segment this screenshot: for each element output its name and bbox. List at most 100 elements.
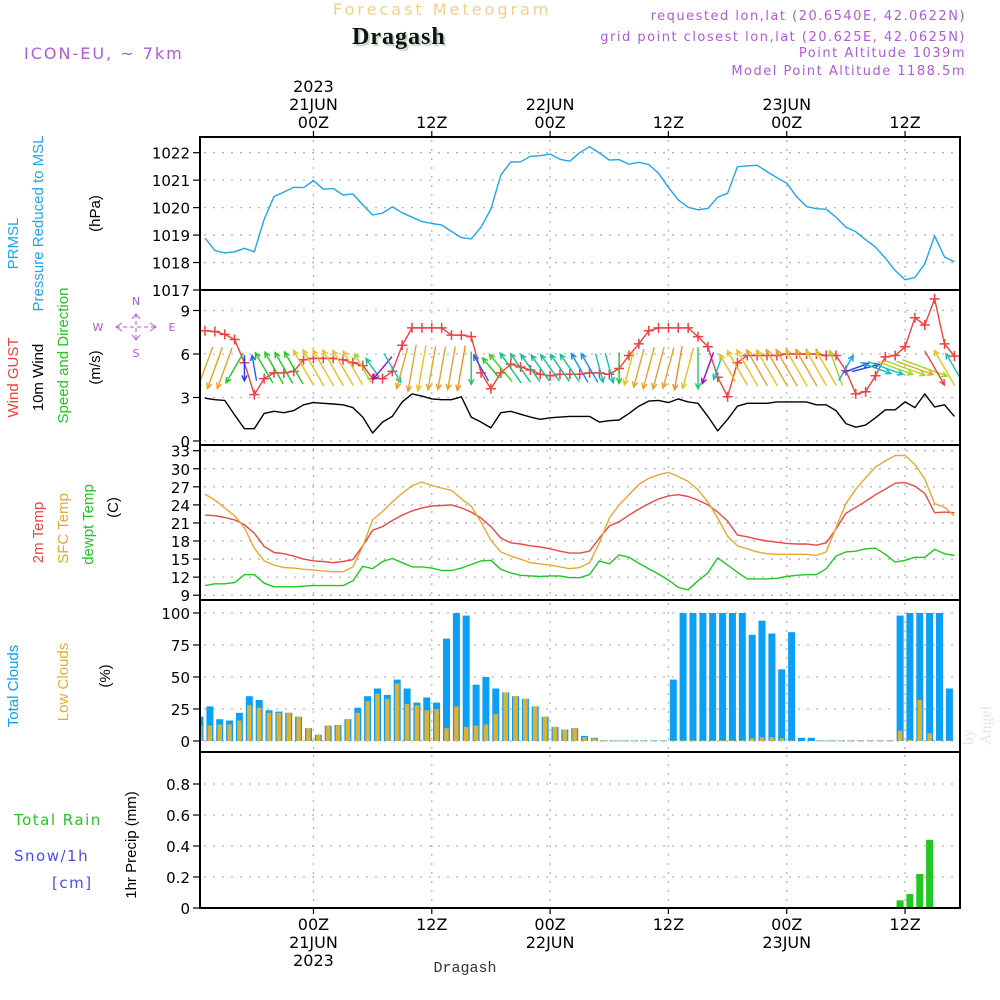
y-tick-label: 50: [171, 669, 190, 687]
x-tick-label-bottom: 23JUN: [762, 933, 811, 952]
wind-arrow-icon: [933, 349, 956, 386]
bar-low-clouds: [789, 740, 794, 742]
bar-low-clouds: [680, 740, 686, 742]
unit-label: (hPa): [87, 195, 104, 232]
y-tick-label: 0.4: [166, 838, 190, 856]
gust-marker: [673, 322, 684, 333]
wind-arrow-icon: [785, 348, 808, 387]
wind-arrow-icon: [712, 356, 723, 381]
y-tick-label: 0.6: [166, 807, 190, 825]
bar-total-clouds: [728, 613, 736, 741]
gust-marker: [446, 330, 457, 341]
wind-arrow-icon: [877, 360, 915, 376]
bar-low-clouds: [523, 698, 528, 741]
bar-total-clouds: [896, 615, 904, 741]
bar-low-clouds: [720, 740, 725, 742]
gust-marker: [219, 329, 230, 340]
wind-compass-icon: N S W E: [93, 295, 176, 360]
gust-marker: [919, 320, 930, 330]
wind-arrow-icon: [694, 347, 702, 391]
unit-label: (m/s): [87, 350, 104, 384]
panel-pressure: 1017 1018 1019 1020 1021 1022 PRMSL Pressure Re…: [5, 136, 961, 311]
gust-marker: [456, 330, 467, 341]
bar-low-clouds: [434, 709, 439, 741]
gust-marker: [397, 340, 408, 351]
gust-marker: [229, 334, 240, 345]
wind-arrow-icon: [604, 353, 615, 385]
bar-total-clouds: [452, 613, 460, 741]
gust-marker: [939, 338, 950, 349]
bar-low-clouds: [247, 705, 252, 741]
bar-low-clouds: [700, 740, 706, 742]
axis-label-low-clouds: Low Clouds: [55, 643, 72, 721]
wind-arrow-icon: [559, 353, 580, 383]
bar-low-clouds: [947, 740, 952, 742]
wind-arrow-icon: [549, 353, 570, 382]
axis-label-gust: Wind GUST: [5, 337, 22, 417]
bar-low-clouds: [385, 698, 390, 741]
bar-low-clouds: [818, 740, 824, 742]
bar-total-clouds: [916, 613, 924, 741]
bar-low-clouds: [621, 740, 627, 742]
bar-low-clouds: [690, 740, 696, 742]
x-tick-label-bottom: 00Z: [298, 915, 329, 934]
wind-arrow-icon: [530, 353, 550, 382]
wind-arrow-icon: [312, 348, 335, 387]
gust-marker: [564, 369, 575, 380]
x-tick-label-top: 00Z: [771, 113, 802, 132]
gust-marker: [209, 326, 220, 337]
wind-arrow-icon: [755, 348, 778, 387]
bar-low-clouds: [200, 725, 203, 741]
axis-label-total-clouds: Total Clouds: [5, 645, 22, 728]
y-tick-label: 9: [180, 587, 190, 605]
wind-arrow-icon: [254, 351, 274, 384]
bar-low-clouds: [602, 740, 607, 742]
y-tick-label: 1019: [152, 227, 190, 245]
bar-total-clouds: [758, 620, 766, 741]
x-tick-label-top: 00Z: [298, 113, 329, 132]
gust-marker: [850, 388, 861, 399]
y-tick-label: 12: [171, 569, 190, 587]
legend-total-rain: Total Rain: [13, 811, 102, 829]
y-tick-label: 30: [171, 461, 190, 479]
bar-low-clouds: [552, 726, 558, 741]
series-line-wind-gust: [204, 298, 955, 398]
y-tick-label: 0: [180, 733, 190, 751]
x-tick-label-top: 12Z: [653, 113, 684, 132]
bar-total-clouds: [679, 613, 687, 741]
wind-arrow-icon: [775, 348, 798, 387]
bar-low-clouds: [503, 692, 508, 741]
wind-arrow-icon: [322, 348, 345, 387]
series-group-clouds: [200, 613, 953, 742]
bar-low-clouds: [286, 712, 291, 741]
bar-low-clouds: [325, 725, 331, 741]
footer-location-label: Dragash: [433, 960, 496, 977]
x-tick-label-bottom: 22JUN: [526, 933, 575, 952]
panel-wind: 0 3 6 9 Wind GUST 10m Wind Speed and Direction…: [5, 288, 961, 451]
wind-arrow-icon: [283, 350, 304, 385]
wind-arrow-icon: [371, 356, 393, 381]
bar-low-clouds: [582, 737, 587, 741]
panel-clouds: 0 25 50 75 100 Total Clouds Low Clouds (%): [5, 599, 961, 753]
gust-marker: [466, 331, 477, 342]
bar-total-clouds: [482, 677, 490, 741]
bar-total-clouds: [709, 613, 717, 741]
bar-total-clouds: [945, 688, 953, 741]
x-tick-label-top: 12Z: [416, 113, 447, 132]
gust-marker: [436, 322, 447, 333]
bar-low-clouds: [562, 729, 568, 741]
wind-arrow-icon: [661, 347, 675, 390]
bar-low-clouds: [454, 706, 459, 741]
bar-low-clouds: [917, 700, 922, 741]
bar-low-clouds: [641, 740, 646, 742]
wind-arrow-icon: [570, 352, 589, 383]
y-tick-label: 24: [171, 497, 190, 515]
axis-label-prmsl: PRMSL: [5, 218, 22, 270]
wind-arrow-icon: [302, 348, 325, 387]
wind-arrow-icon: [332, 349, 354, 386]
bar-low-clouds: [513, 696, 518, 741]
series-group-temperature: [204, 454, 955, 591]
x-tick-label-top: 2023: [293, 77, 334, 96]
model-label: ICON-EU, ~ 7km: [24, 44, 184, 63]
